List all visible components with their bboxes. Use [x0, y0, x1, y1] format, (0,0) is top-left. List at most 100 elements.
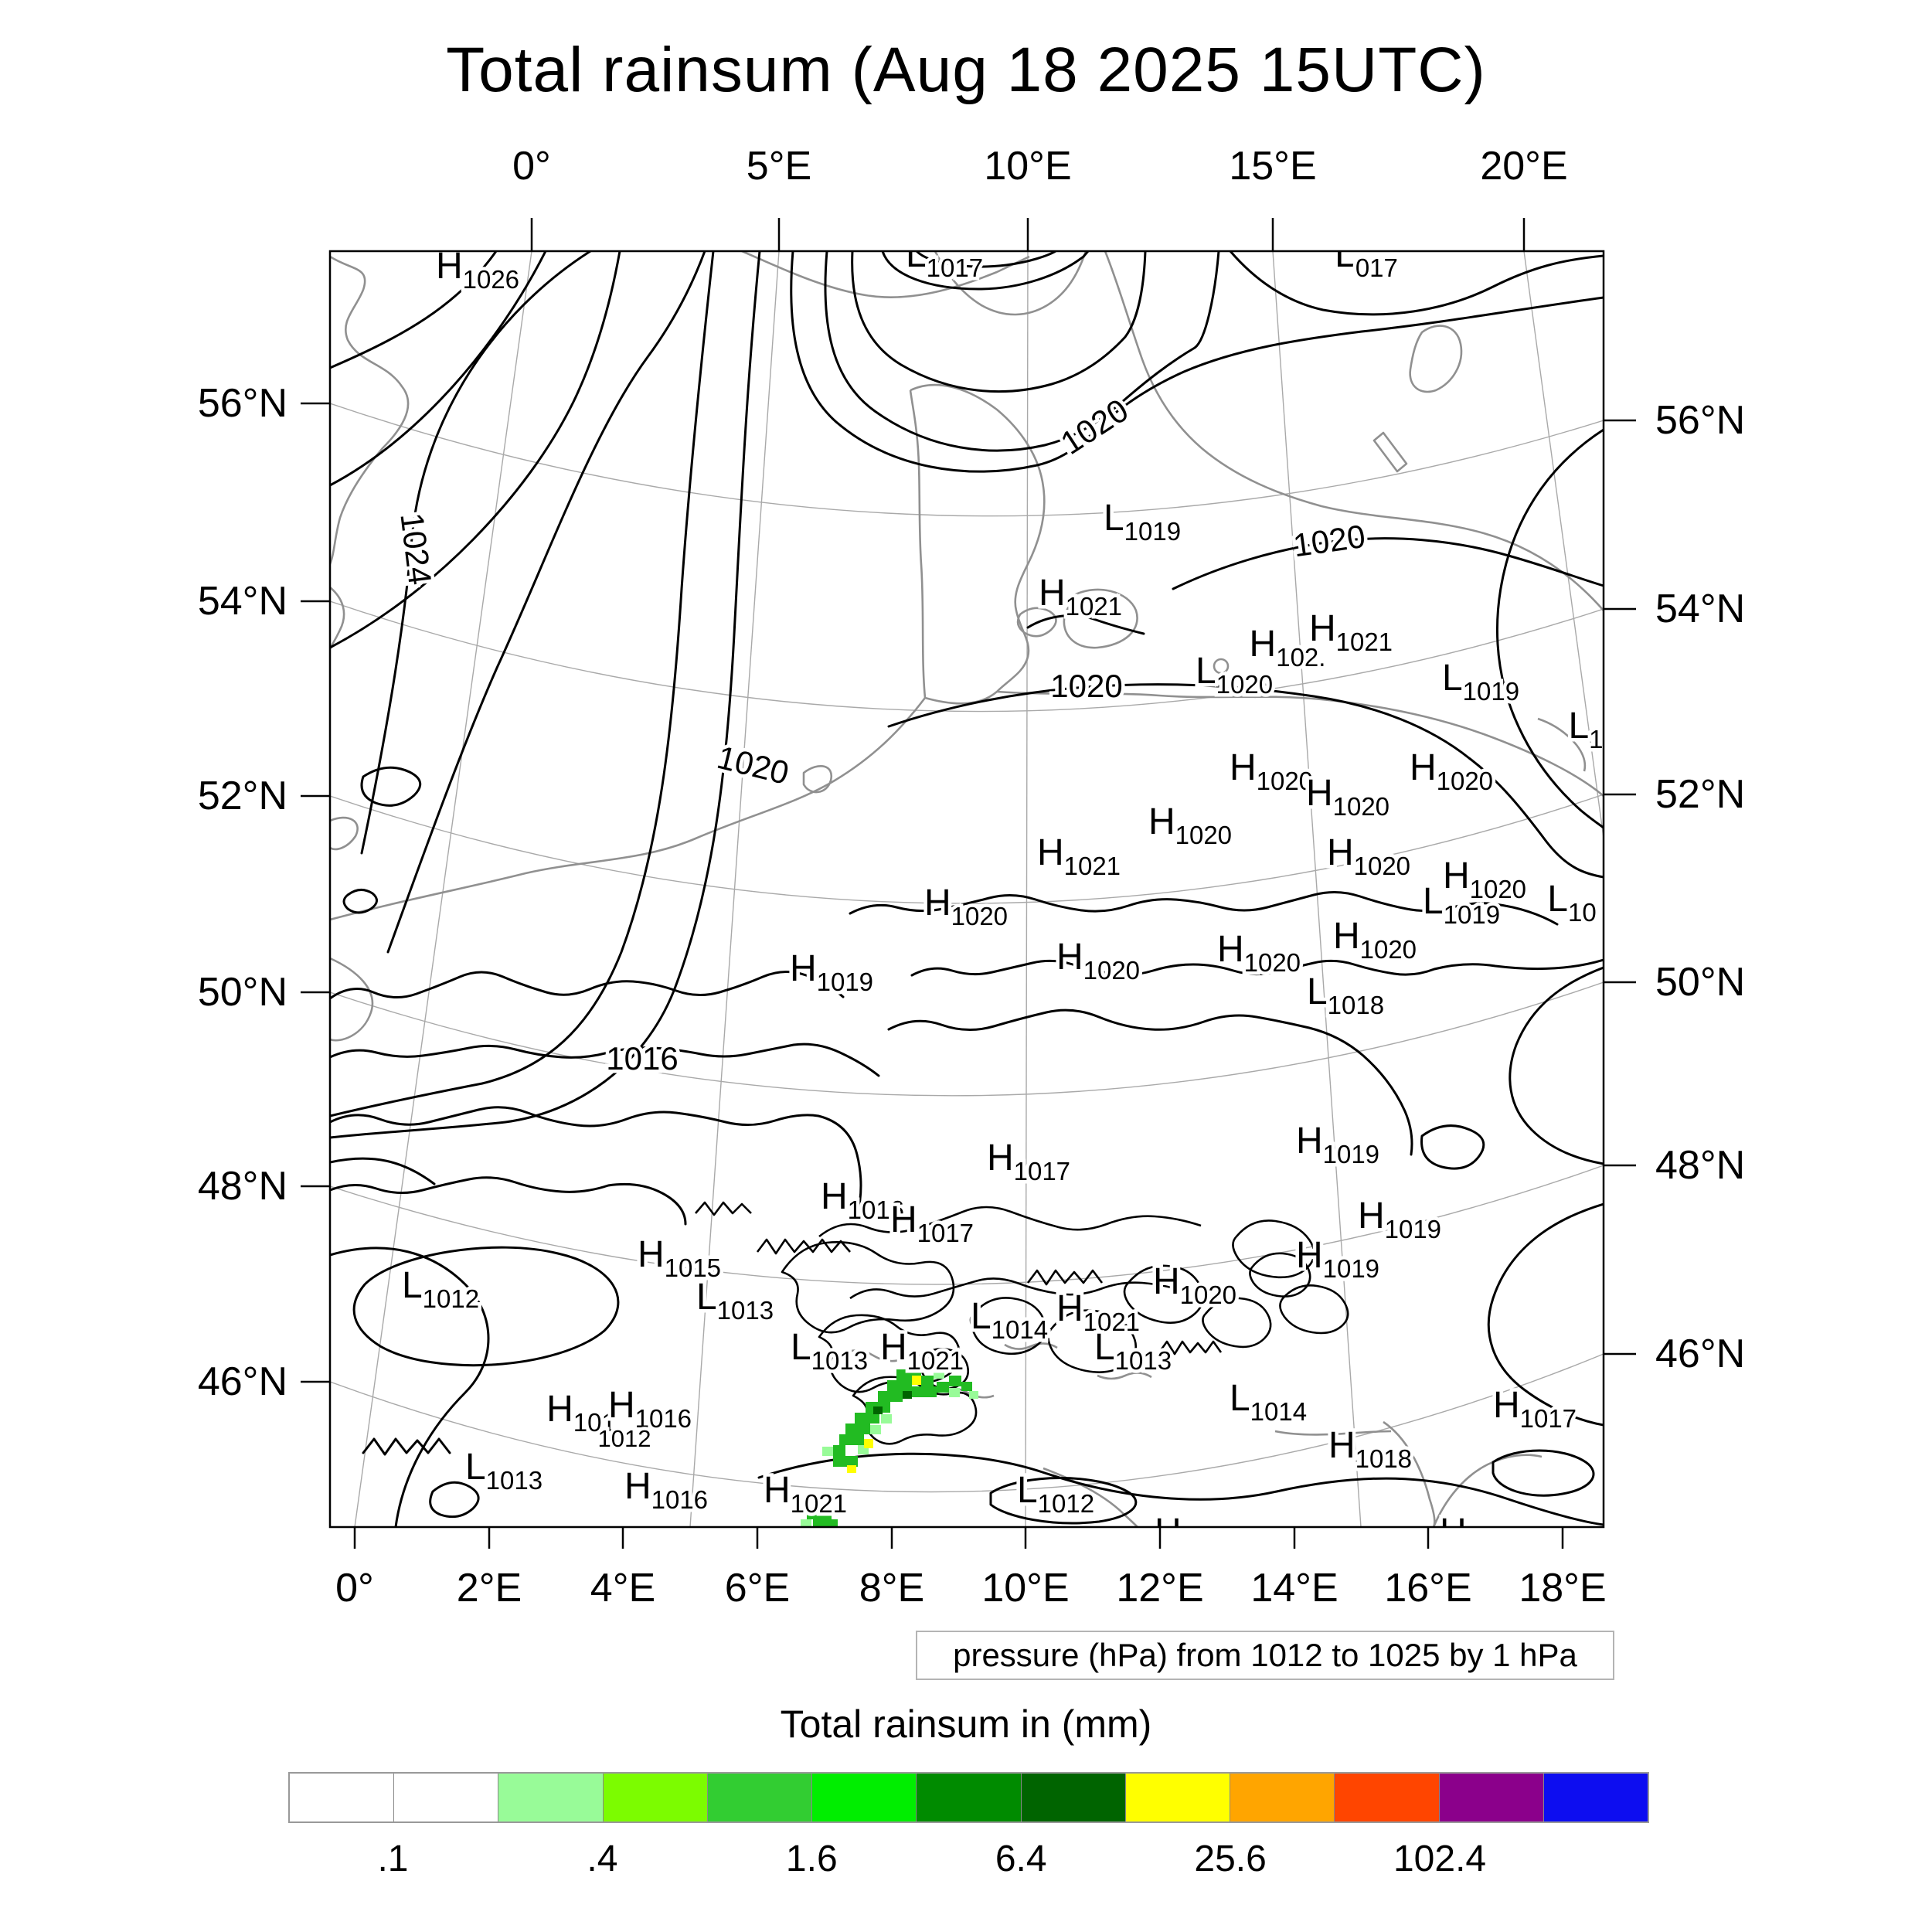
legend-title: Total rainsum in (mm) [780, 1702, 1152, 1746]
contour-label-1020: 1020 [713, 739, 792, 791]
colorbar-tick-label: 25.6 [1194, 1838, 1267, 1879]
right-axis-label: 52°N [1655, 772, 1745, 817]
bottom-axis-label: 6°E [725, 1566, 790, 1611]
bottom-axis-label: 4°E [590, 1566, 655, 1611]
colorbar-cell-3 [603, 1774, 708, 1821]
left-axis-label: 52°N [198, 774, 287, 818]
colorbar-cell-8 [1125, 1774, 1231, 1821]
pressure-label-H1015: H1015 [1155, 1512, 1238, 1560]
top-axis-label: 0° [512, 144, 551, 189]
pressure-label-H1019: H1019 [790, 948, 873, 996]
colorbar-cell-11 [1439, 1774, 1544, 1821]
bottom-axis-label: 16°E [1384, 1566, 1471, 1611]
pressure-label-H1020: H1020 [1230, 747, 1313, 795]
left-axis-label: 50°N [198, 970, 287, 1015]
pressure-label-H1017: H1017 [1493, 1385, 1577, 1433]
contour-label-1020: 1020 [1291, 518, 1367, 564]
pressure-label-H1020: H1020 [924, 883, 1008, 930]
colorbar-cell-6 [917, 1774, 1022, 1821]
pressure-label-L1: L1 [1568, 706, 1603, 753]
contour-label-1020: 1020 [1050, 668, 1122, 704]
pressure-label-H1015: H1015 [638, 1234, 721, 1282]
pressure-label-H1020: H1020 [1217, 929, 1301, 977]
pressure-label-L1013: L1013 [696, 1277, 774, 1325]
left-axis-label: 56°N [198, 381, 287, 426]
bottom-axis-label: 10°E [981, 1566, 1069, 1611]
pressure-label-H1021: H1021 [1039, 573, 1122, 621]
coastlines [330, 251, 1604, 1527]
pressure-label-H1021: H1021 [1037, 832, 1121, 880]
rainsum-colorbar [288, 1772, 1649, 1823]
pressure-caption: pressure (hPa) from 1012 to 1025 by 1 hP… [916, 1631, 1614, 1680]
pressure-label-H1020: H1020 [1327, 832, 1410, 880]
colorbar-tick-label: .1 [377, 1838, 409, 1879]
right-axis-label: 50°N [1655, 960, 1745, 1005]
pressure-label-H1019: H1019 [1358, 1196, 1441, 1243]
pressure-label-H1020: H1020 [1306, 773, 1389, 821]
pressure-label-L1019: L1019 [1104, 498, 1181, 546]
top-axis-label: 5°E [747, 144, 811, 189]
right-axis-label: 54°N [1655, 587, 1745, 631]
pressure-label-H1019: H1019 [1296, 1121, 1379, 1168]
colorbar-cell-7 [1021, 1774, 1126, 1821]
colorbar-cell-12 [1543, 1774, 1648, 1821]
pressure-label-L1013: L1013 [791, 1327, 868, 1375]
pressure-label-H1016: H1016 [821, 1176, 904, 1224]
pressure-label-H1016: H1016 [624, 1466, 708, 1514]
pressure-label-H1020: H1020 [1056, 937, 1140, 985]
pressure-label-H1019: H1019 [1296, 1235, 1379, 1283]
pressure-label-H1020: H1020 [1443, 855, 1526, 903]
pressure-label-H1020: H1020 [1148, 801, 1232, 849]
pressure-label-L1014: L1014 [1230, 1378, 1307, 1426]
rain-shading [801, 1369, 978, 1527]
top-axis-label: 10°E [984, 144, 1071, 189]
pressure-label-L1012: L1012 [402, 1265, 479, 1313]
map-frame [328, 250, 1605, 1529]
pressure-label-L1020: L1020 [1196, 651, 1273, 699]
pressure-label-L1017: L1017 [906, 234, 983, 282]
left-axis-label: 54°N [198, 579, 287, 624]
pressure-label-L1019: L1019 [1423, 881, 1500, 929]
pressure-label-H1026: H1026 [436, 246, 519, 294]
bottom-axis-label: 12°E [1116, 1566, 1203, 1611]
pressure-label-H1016: H1016 [608, 1385, 692, 1433]
left-axis-label: 48°N [198, 1164, 287, 1209]
pressure-label-H1021: H1021 [1056, 1288, 1140, 1336]
pressure-label-H102.: H102. [1250, 624, 1326, 672]
bottom-axis-label: 14°E [1250, 1566, 1338, 1611]
axis-ticks [301, 218, 1636, 1549]
pressure-label-H1017: H1017 [890, 1199, 974, 1247]
right-axis-label: 56°N [1655, 398, 1745, 443]
contour-label-1012: 1012 [598, 1425, 651, 1452]
bottom-axis-label: 8°E [859, 1566, 924, 1611]
pressure-label-L1014: L1014 [971, 1296, 1048, 1344]
pressure-label-H1020: H1020 [1410, 747, 1493, 795]
right-axis-label: 46°N [1655, 1332, 1745, 1376]
colorbar-cell-1 [394, 1774, 499, 1821]
pressure-label-H101: H101 [546, 1389, 616, 1437]
pressure-label-L1012: L1012 [1017, 1470, 1094, 1518]
pressure-label-L017: L017 [1335, 234, 1398, 282]
pressure-label-layer: H1026 L1017 L017 L1019 H1021 H102. H1021 L1020 L… [398, 234, 1604, 1560]
pressure-label-L10: L10 [1547, 879, 1596, 927]
pressure-label-L1013: L1013 [1094, 1327, 1172, 1375]
top-axis-label: 15°E [1229, 144, 1316, 189]
bottom-axis-label: 18°E [1519, 1566, 1606, 1611]
left-axis-label: 46°N [198, 1359, 287, 1404]
colorbar-tick-label: 6.4 [995, 1838, 1047, 1879]
colorbar-cell-2 [498, 1774, 604, 1821]
contour-label-1024: 1024 [393, 511, 438, 587]
axis-label-layer: 0° 5°E 10°E 15°E 20°E 0° 2°E 4°E 6°E 8°E 10°E 12°E 1… [198, 144, 1745, 1611]
colorbar-cell-5 [812, 1774, 917, 1821]
page-title: Total rainsum (Aug 18 2025 15UTC) [446, 35, 1486, 105]
colorbar-tick-label: .4 [587, 1838, 618, 1879]
pressure-label-L1018: L1018 [1307, 971, 1384, 1019]
pressure-label-L1019: L1019 [1442, 658, 1519, 706]
bottom-axis-label: 2°E [457, 1566, 522, 1611]
contour-label-1016: 1016 [606, 1040, 678, 1077]
pressure-label-L1013: L1013 [465, 1447, 543, 1495]
pressure-label-H1021: H1021 [764, 1470, 847, 1518]
pressure-contours [330, 251, 1604, 1527]
pressure-label-H1020: H1020 [1153, 1261, 1236, 1309]
